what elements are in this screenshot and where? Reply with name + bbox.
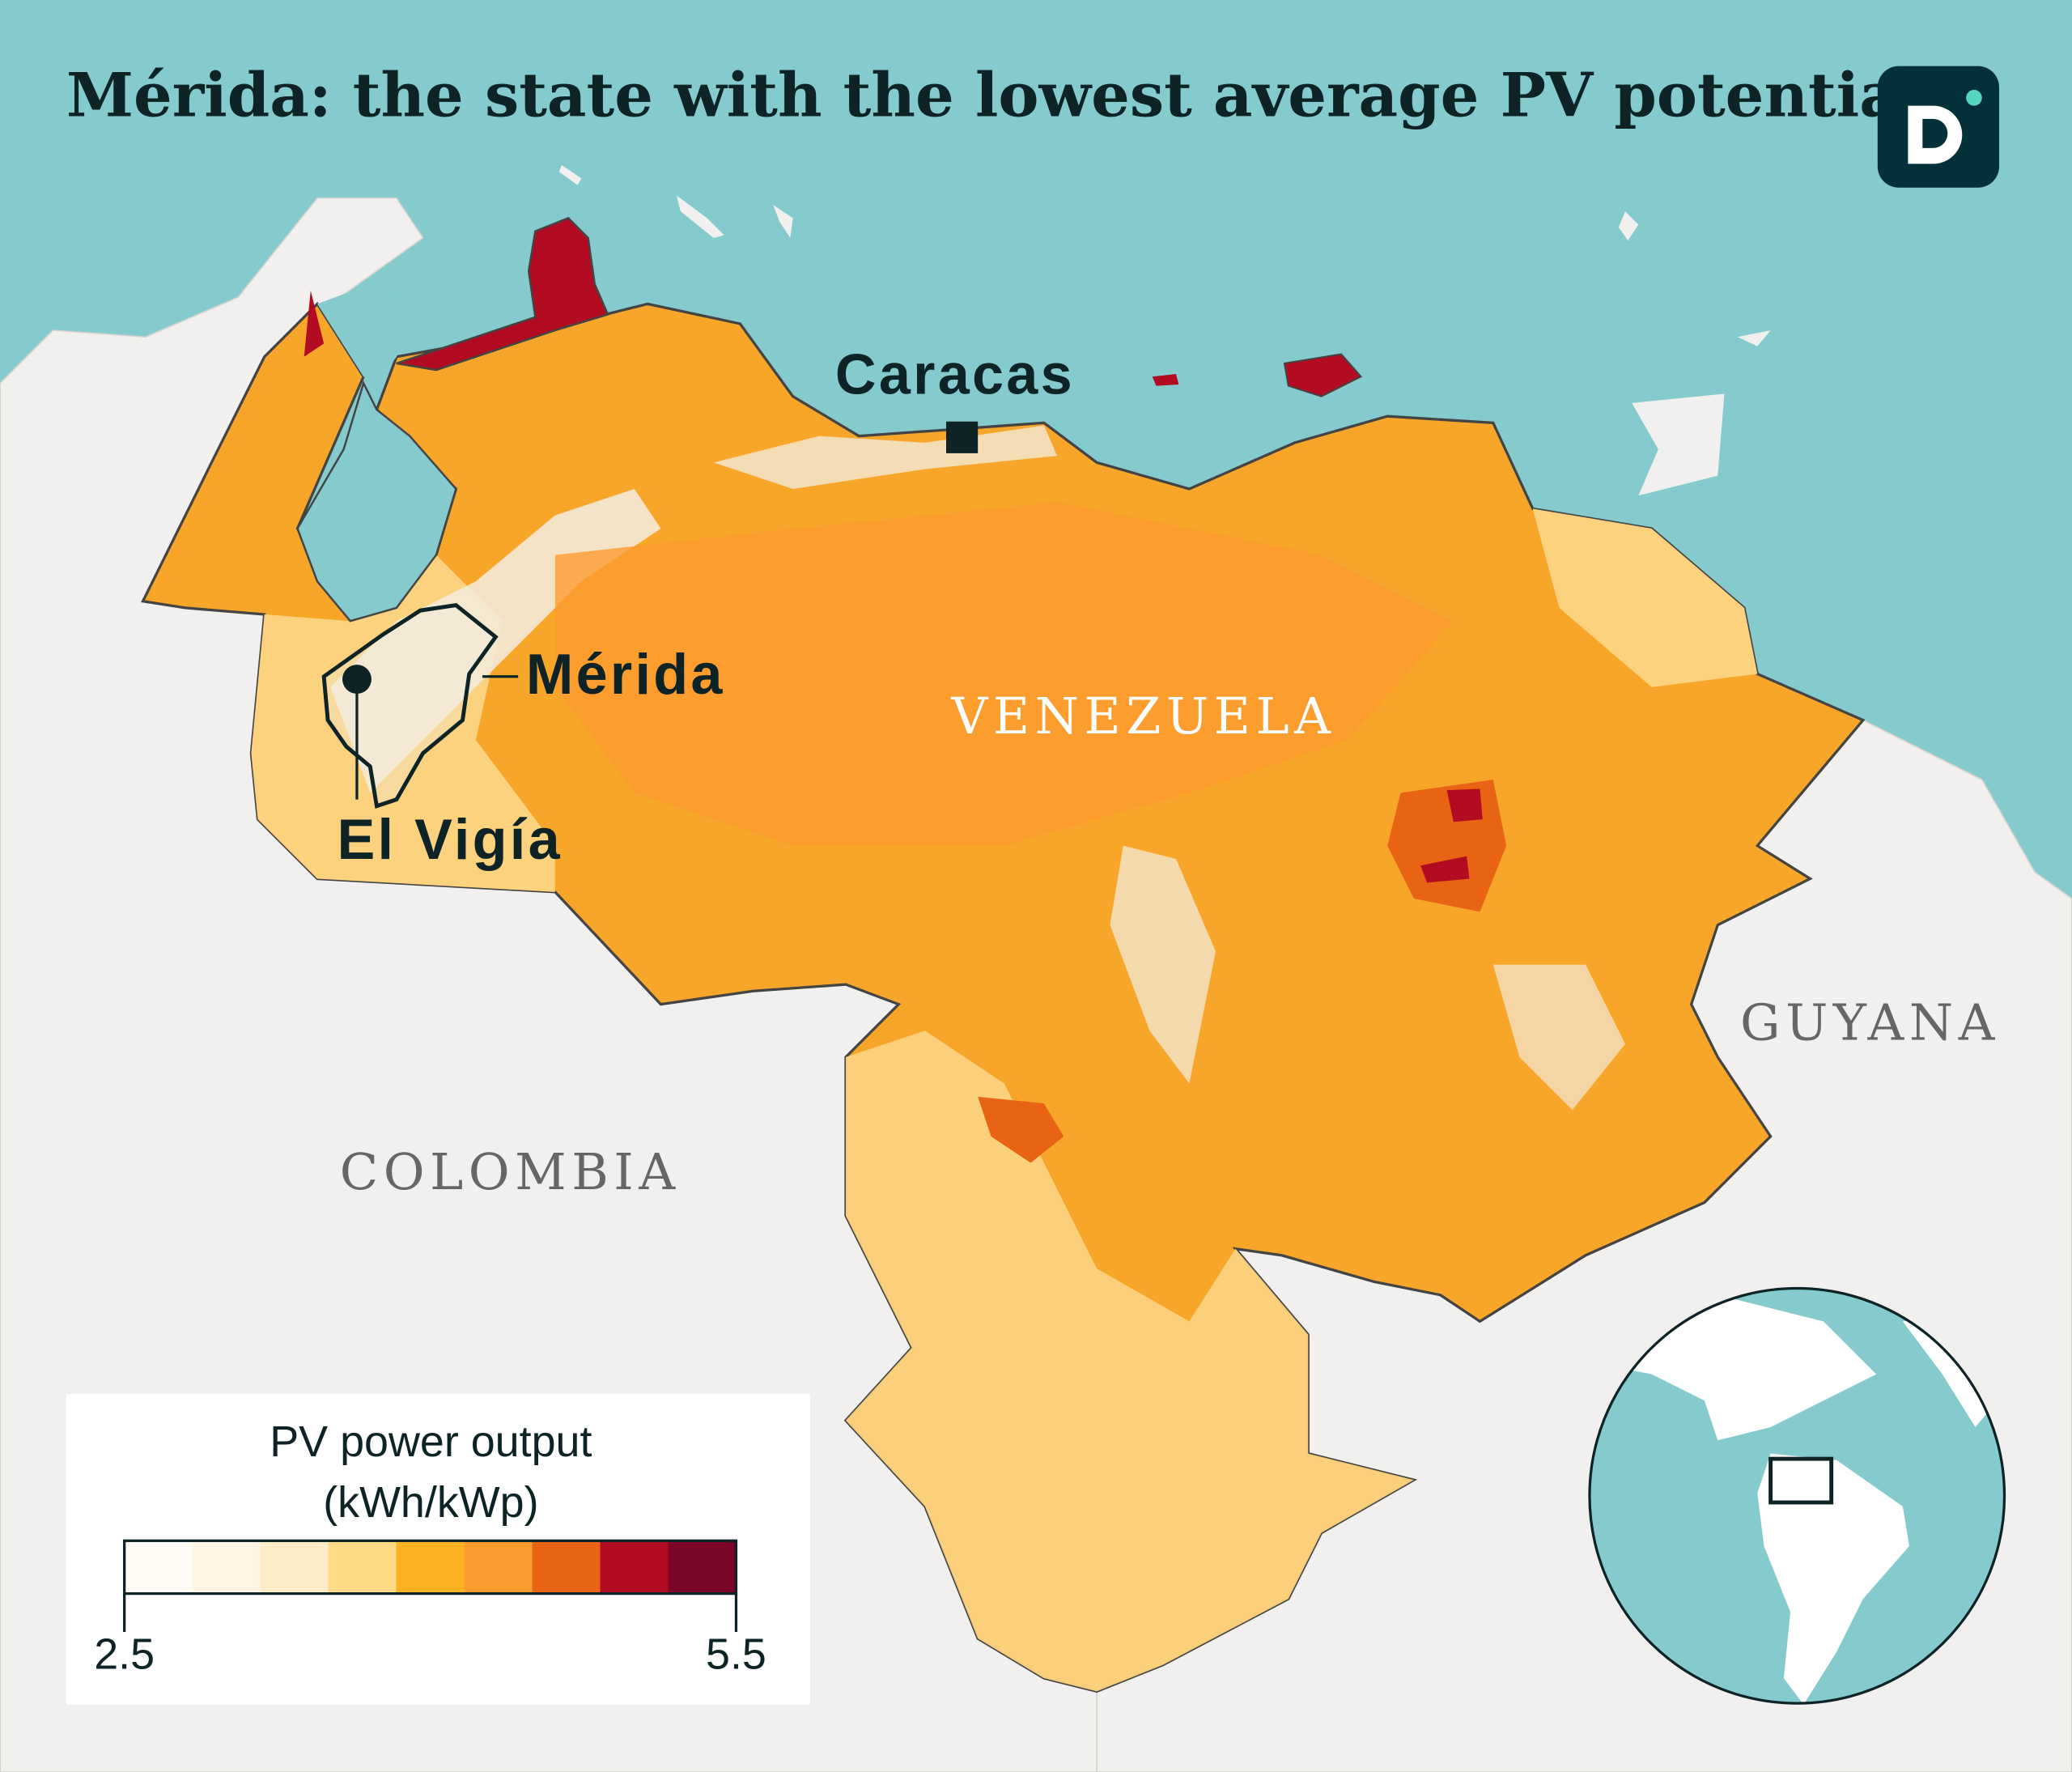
- legend-swatch: [532, 1540, 601, 1594]
- merida-state-outline: [321, 603, 499, 809]
- locator-globe: [1588, 1286, 2006, 1705]
- legend-swatch: [192, 1540, 261, 1594]
- el-vigia-marker: [342, 665, 372, 694]
- zone-hot-2: [1420, 788, 1483, 883]
- legend-max-label: 5.5: [706, 1630, 766, 1679]
- legend-swatch: [328, 1540, 397, 1594]
- map-title: Mérida: the state with the lowest averag…: [66, 60, 1922, 131]
- legend-swatch: [668, 1540, 737, 1594]
- legend-title-line2: (kWh/kWp): [323, 1478, 538, 1527]
- label-merida: Mérida: [526, 642, 725, 706]
- legend-min-label: 2.5: [94, 1630, 155, 1679]
- lake-maracaibo: [296, 380, 457, 623]
- label-colombia: COLOMBIA: [340, 1142, 681, 1201]
- legend: PV power output (kWh/kWp) 2.5 5.5: [66, 1394, 810, 1705]
- zone-high-center: [554, 502, 1454, 846]
- legend-swatch: [600, 1540, 669, 1594]
- zone-light-east: [1532, 508, 1758, 687]
- caribbean-islands: [558, 165, 1771, 346]
- caracas-marker: [945, 421, 979, 453]
- venezuela-pv-map: [141, 216, 1866, 1693]
- logo: [1877, 66, 1999, 188]
- label-guyana: GUYANA: [1740, 993, 2000, 1052]
- zone-hot-3: [978, 1096, 1064, 1163]
- logo-d-glyph: [1908, 105, 1963, 164]
- label-venezuela: VENEZUELA: [951, 686, 1336, 746]
- label-caracas: Caracas: [835, 342, 1075, 406]
- logo-dot: [1966, 90, 1982, 106]
- legend-swatch: [260, 1540, 329, 1594]
- gulf-of-venezuela: [316, 283, 423, 384]
- zone-margarita: [1283, 353, 1363, 397]
- zone-paraguana: [396, 216, 609, 372]
- legend-color-scale: [124, 1540, 737, 1594]
- legend-swatch: [124, 1540, 193, 1594]
- land-trinidad: [1632, 393, 1725, 496]
- globe-locator-box: [1768, 1456, 1834, 1505]
- zone-guayana-highlands: [1110, 845, 1216, 1084]
- legend-swatch: [396, 1540, 465, 1594]
- zone-coast-red: [304, 291, 325, 357]
- zone-tortuga: [1152, 373, 1179, 386]
- legend-swatch: [464, 1540, 533, 1594]
- zone-light-southwest: [845, 1030, 1414, 1692]
- label-el-vigia: El Vigía: [337, 807, 562, 871]
- legend-title-line1: PV power output: [270, 1417, 592, 1466]
- zone-guayana-highlands-2: [1492, 964, 1626, 1111]
